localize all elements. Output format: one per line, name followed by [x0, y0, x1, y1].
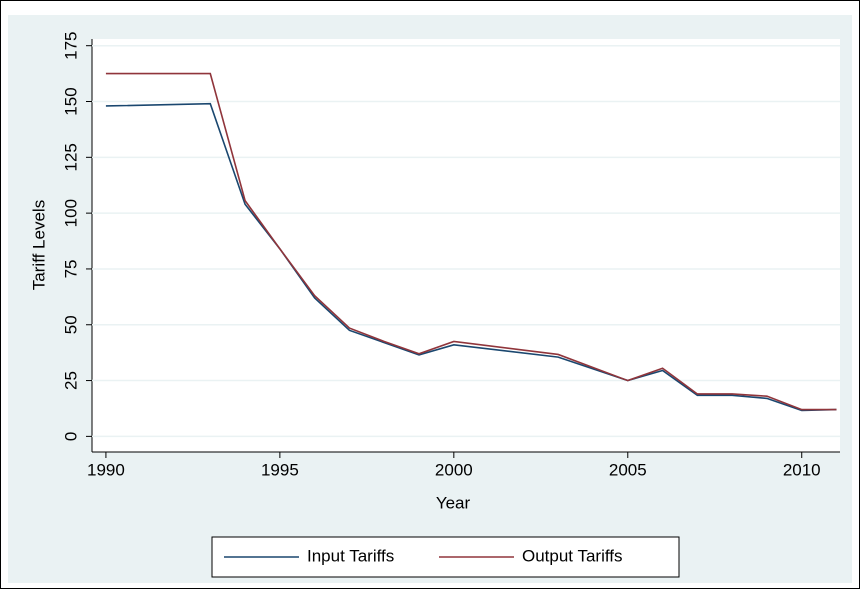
x-tick-label: 2010: [783, 460, 821, 479]
x-tick-label: 2000: [435, 460, 473, 479]
legend-label: Output Tariffs: [522, 546, 622, 565]
plot-region: [92, 39, 840, 452]
y-tick-label: 50: [61, 315, 80, 334]
y-tick-label: 100: [61, 199, 80, 227]
y-tick-label: 25: [61, 371, 80, 390]
x-tick-label: 1995: [261, 460, 299, 479]
y-tick-label: 125: [61, 143, 80, 171]
y-tick-label: 175: [61, 32, 80, 60]
x-tick-label: 1990: [87, 460, 125, 479]
line: [105, 72, 837, 411]
y-tick-label: 150: [61, 87, 80, 115]
x-axis-title: Year: [436, 493, 471, 512]
x-tick-label: 2005: [609, 460, 647, 479]
y-axis-title: Tariff Levels: [29, 200, 48, 290]
y-tick-label: 0: [61, 432, 80, 441]
y-tick-label: 75: [61, 259, 80, 278]
legend-label: Input Tariffs: [307, 546, 394, 565]
